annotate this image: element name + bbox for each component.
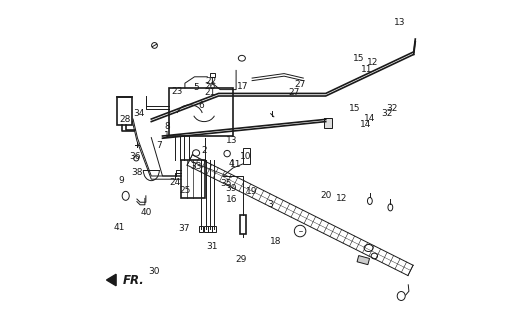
Text: 14: 14 (364, 114, 375, 123)
Text: 15: 15 (353, 54, 364, 63)
Text: 30: 30 (148, 268, 159, 276)
Text: 38: 38 (131, 168, 143, 177)
Text: 12: 12 (336, 194, 347, 203)
Bar (209, 73, 215, 77)
Text: 37: 37 (178, 224, 190, 233)
Text: 36: 36 (130, 152, 141, 161)
Bar (212, 226, 216, 232)
Text: 34: 34 (133, 109, 144, 118)
Bar (199, 226, 203, 232)
Text: 32: 32 (381, 109, 392, 118)
Text: 24: 24 (169, 178, 180, 187)
Text: 7: 7 (157, 141, 162, 150)
Text: 28: 28 (119, 116, 130, 124)
Text: 2: 2 (201, 146, 207, 155)
Text: 14: 14 (360, 120, 371, 129)
Text: 25: 25 (179, 186, 191, 195)
Text: 40: 40 (141, 208, 152, 217)
Text: 19: 19 (246, 188, 258, 196)
Text: 5: 5 (193, 84, 199, 92)
Text: 8: 8 (164, 122, 170, 131)
Text: 11: 11 (231, 160, 242, 169)
Text: 13: 13 (393, 18, 405, 27)
Text: 12: 12 (367, 58, 378, 67)
Text: 1: 1 (164, 132, 170, 140)
Text: 6: 6 (198, 101, 204, 110)
Text: 23: 23 (172, 87, 183, 96)
Text: 27: 27 (294, 80, 306, 89)
Text: 35: 35 (220, 180, 232, 188)
Bar (357, 256, 370, 265)
Bar (181, 160, 205, 198)
Bar (204, 226, 208, 232)
Text: 21: 21 (205, 88, 216, 97)
Bar (117, 97, 132, 125)
Text: 41: 41 (114, 223, 125, 232)
Text: 33: 33 (190, 162, 202, 171)
Text: 39: 39 (225, 184, 237, 193)
Bar (324, 118, 331, 127)
Text: 22: 22 (205, 77, 216, 86)
Text: 9: 9 (119, 176, 125, 185)
Bar (324, 118, 332, 128)
Text: 26: 26 (205, 82, 216, 91)
Text: 3: 3 (267, 200, 272, 209)
Text: FR.: FR. (123, 274, 144, 286)
Text: 4: 4 (229, 159, 234, 168)
Text: 32: 32 (387, 104, 398, 113)
Text: 11: 11 (361, 65, 372, 74)
Bar (240, 215, 246, 234)
Bar (208, 226, 212, 232)
Bar (243, 148, 250, 164)
Polygon shape (107, 274, 116, 286)
Text: 20: 20 (320, 191, 331, 200)
Text: 10: 10 (240, 152, 251, 161)
Text: 16: 16 (225, 196, 237, 204)
Text: 18: 18 (270, 237, 282, 246)
Text: 17: 17 (237, 82, 248, 91)
Bar (169, 88, 233, 136)
Text: 31: 31 (206, 242, 218, 251)
Text: 27: 27 (288, 88, 299, 97)
Text: 13: 13 (225, 136, 237, 145)
Text: 29: 29 (235, 255, 247, 264)
Text: 15: 15 (349, 104, 360, 113)
